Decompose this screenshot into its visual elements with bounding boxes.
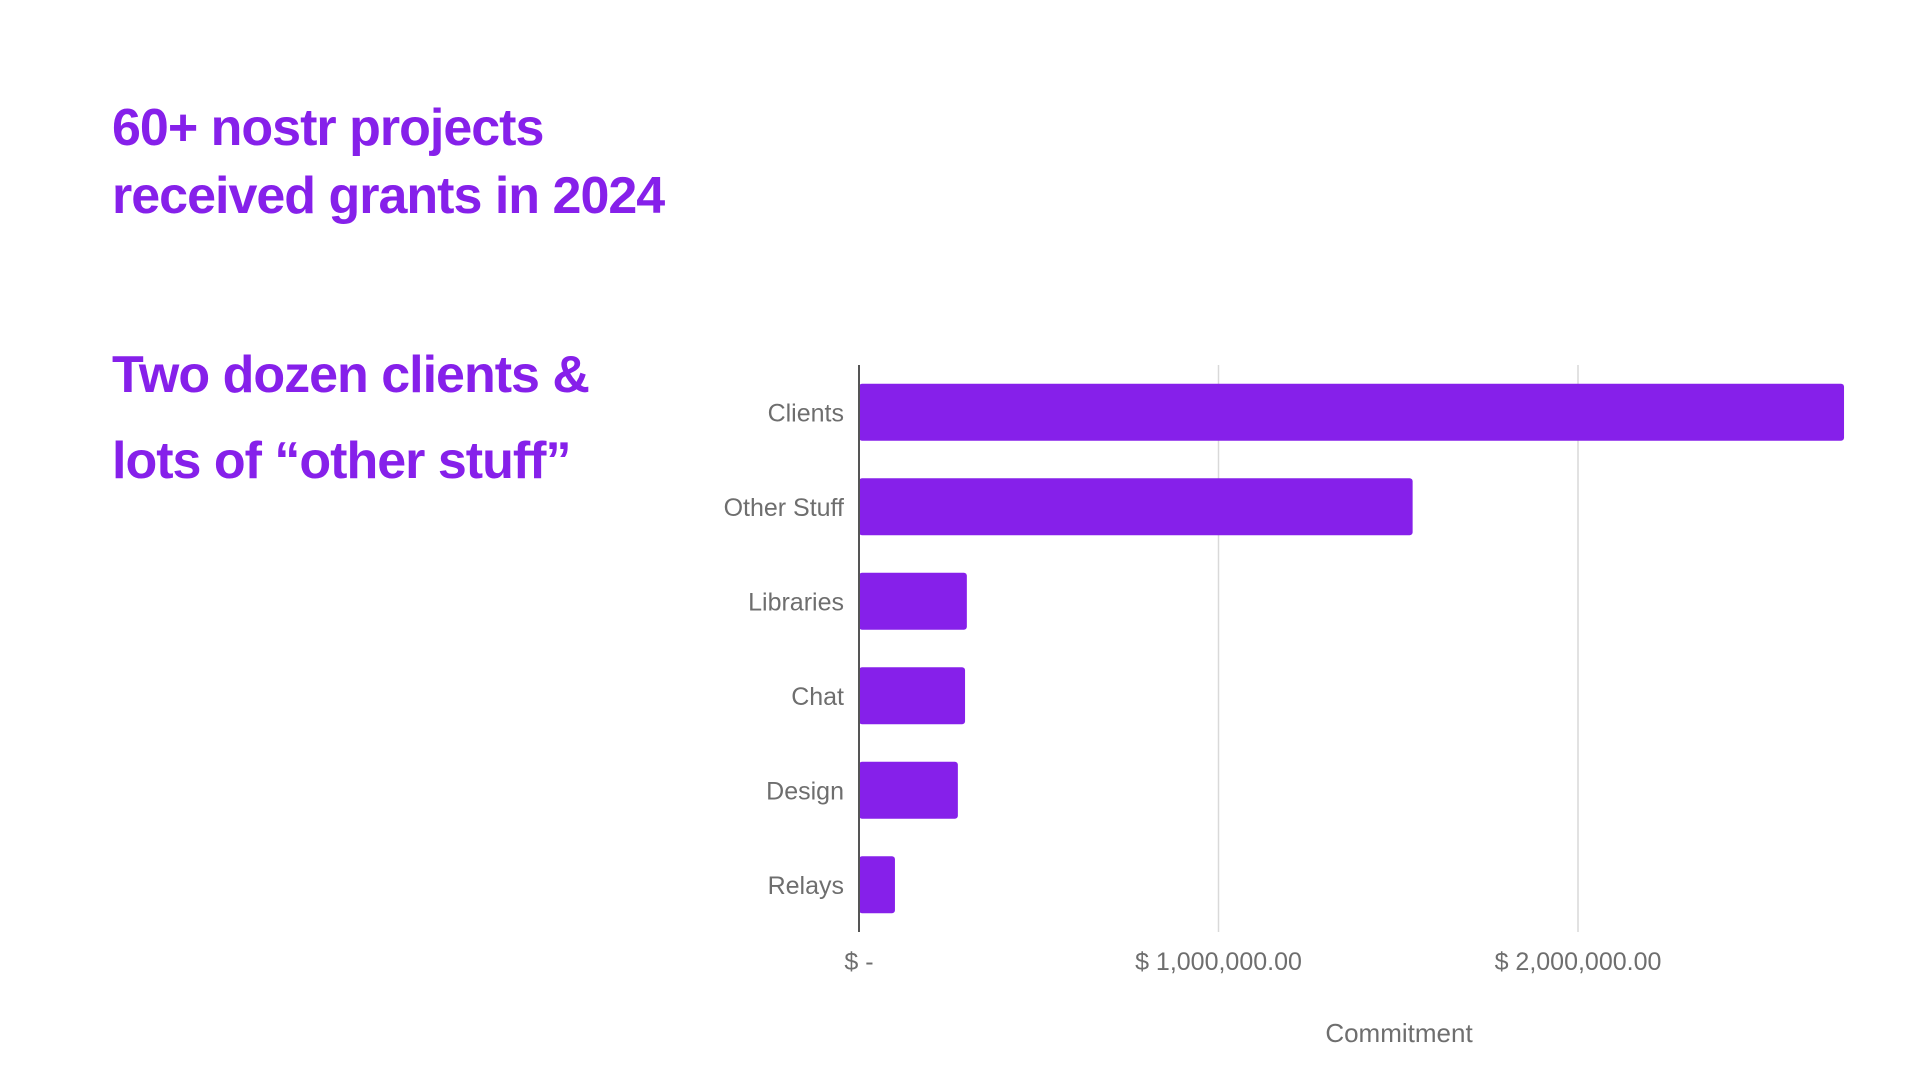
bar-other-stuff	[859, 478, 1413, 536]
bar-clients	[859, 383, 1845, 441]
chart-bars	[859, 383, 1845, 914]
bar-chat	[859, 667, 966, 725]
y-category-label: Clients	[768, 399, 844, 427]
slide-subtitle-line-1: Two dozen clients &	[112, 346, 590, 404]
bar-design	[859, 761, 958, 819]
y-category-label: Design	[766, 777, 844, 805]
x-tick-label: $ -	[844, 948, 873, 976]
x-tick-label: $ 1,000,000.00	[1135, 948, 1302, 976]
x-axis-title: Commitment	[1325, 1018, 1473, 1048]
x-tick-label: $ 2,000,000.00	[1495, 948, 1662, 976]
chart-gridlines	[1217, 365, 1579, 932]
slide-subtitle-line-2: lots of “other stuff”	[112, 432, 572, 490]
chart-labels: $ - $ 1,000,000.00 $ 2,000,000.00 Clients Ot…	[724, 399, 1662, 976]
y-category-label: Chat	[791, 683, 844, 711]
y-category-label: Relays	[768, 872, 844, 900]
y-category-label: Libraries	[748, 588, 844, 616]
bar-relays	[859, 856, 895, 914]
slide-title: 60+ nostr projects received grants in 20…	[112, 94, 665, 230]
bar-libraries	[859, 572, 967, 630]
y-category-label: Other Stuff	[724, 494, 844, 522]
slide-title-line-2: received grants in 2024	[112, 167, 665, 225]
slide-subtitle: Two dozen clients & lots of “other stuff…	[112, 332, 590, 504]
slide-title-line-1: 60+ nostr projects	[112, 99, 544, 157]
